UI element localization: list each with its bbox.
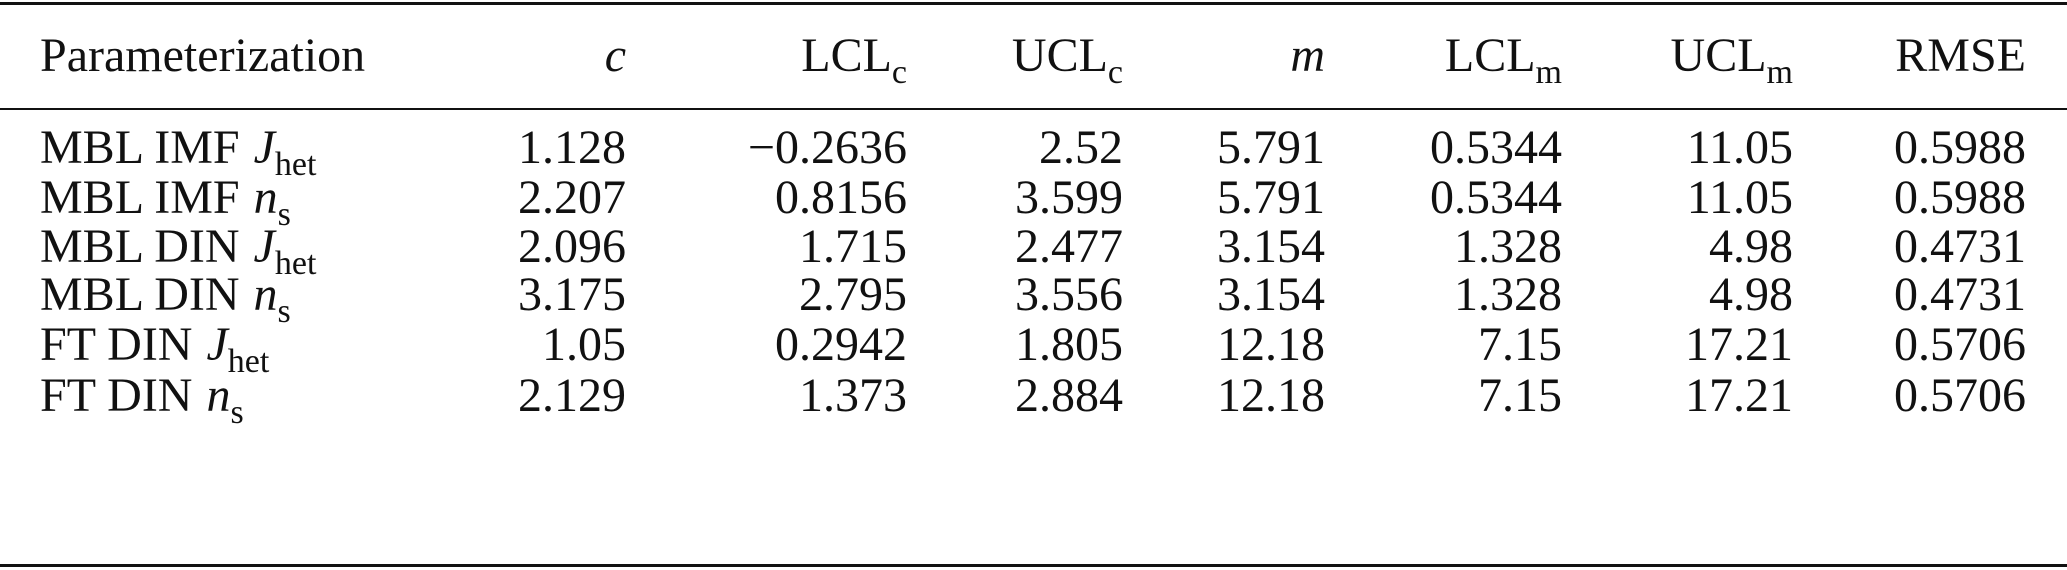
header-cell: UCLm [1670,29,1793,90]
value-cell: 2.52 [1039,121,1123,174]
header-text: LCL [1444,29,1536,82]
header-cell: m [1290,32,1325,80]
row-label-sub: s [277,196,291,233]
value-cell: 0.5344 [1430,171,1562,224]
row-label-sub: s [277,293,291,330]
value-cell: 3.175 [518,268,626,321]
row-label-text: MBL IMF [40,171,240,224]
value-cell: 3.556 [1015,268,1123,321]
value-cell: 1.328 [1454,268,1562,321]
header-sub: m [1535,54,1562,91]
value-cell: 1.05 [542,318,626,371]
row-label: MBL IMF Jhet [40,121,316,182]
value-cell: 3.154 [1217,268,1325,321]
value-cell: 0.5988 [1894,121,2026,174]
row-label-text: FT DIN [40,369,193,422]
value-cell: 12.18 [1217,369,1325,422]
row-label-var: J [253,220,275,273]
row-label-text: MBL IMF [40,121,240,174]
row-label-sub: het [227,343,270,380]
mid-rule [0,108,2067,110]
value-cell: 1.373 [799,369,907,422]
header-text: UCL [1670,29,1767,82]
row-label-var: n [253,268,278,321]
bottom-rule [0,564,2067,567]
value-cell: 1.128 [518,121,626,174]
value-cell: 4.98 [1709,220,1793,273]
header-var: c [604,29,626,82]
row-label-sub: s [230,394,244,431]
value-cell: 0.8156 [775,171,907,224]
header-cell: UCLc [1011,29,1123,90]
value-cell: 0.5706 [1894,318,2026,371]
row-label: FT DIN Jhet [40,318,269,379]
value-cell: 2.129 [518,369,626,422]
value-cell: 2.207 [518,171,626,224]
value-cell: 5.791 [1217,121,1325,174]
row-label: MBL DIN ns [40,268,291,329]
value-cell: 1.805 [1015,318,1123,371]
value-cell: 17.21 [1685,318,1793,371]
value-cell: 7.15 [1478,369,1562,422]
value-cell: 1.715 [799,220,907,273]
row-label-text: FT DIN [40,318,193,371]
header-cell: LCLc [801,29,907,90]
value-cell: 2.795 [799,268,907,321]
value-cell: 1.328 [1454,220,1562,273]
header-text: LCL [801,29,892,82]
row-label-text: MBL DIN [40,268,240,321]
row-label-sub: het [274,146,317,183]
header-var: m [1290,29,1325,82]
header-cell: RMSE [1895,32,2026,80]
header-sub: c [891,54,907,91]
header-cell: Parameterization [40,32,365,80]
row-label: FT DIN ns [40,369,244,430]
value-cell: 0.4731 [1894,220,2026,273]
value-cell: 0.5988 [1894,171,2026,224]
value-cell: 0.5706 [1894,369,2026,422]
value-cell: −0.2636 [747,121,907,174]
top-rule [0,2,2067,5]
value-cell: 3.599 [1015,171,1123,224]
value-cell: 7.15 [1478,318,1562,371]
header-text: RMSE [1895,29,2026,82]
row-label-sub: het [274,245,317,282]
header-text: UCL [1011,29,1108,82]
header-cell: LCLm [1444,29,1562,90]
row-label-var: J [253,121,275,174]
header-sub: m [1766,54,1793,91]
row-label: MBL DIN Jhet [40,220,316,281]
value-cell: 5.791 [1217,171,1325,224]
value-cell: 0.2942 [775,318,907,371]
header-sub: c [1107,54,1123,91]
row-label-var: J [206,318,228,371]
value-cell: 11.05 [1686,171,1793,224]
value-cell: 0.4731 [1894,268,2026,321]
row-label: MBL IMF ns [40,171,291,232]
value-cell: 2.096 [518,220,626,273]
header-text: Parameterization [40,29,366,82]
value-cell: 2.884 [1015,369,1123,422]
value-cell: 3.154 [1217,220,1325,273]
value-cell: 11.05 [1686,121,1793,174]
value-cell: 17.21 [1685,369,1793,422]
row-label-text: MBL DIN [40,220,240,273]
value-cell: 12.18 [1217,318,1325,371]
row-label-var: n [206,369,231,422]
value-cell: 4.98 [1709,268,1793,321]
row-label-var: n [253,171,278,224]
header-cell: c [605,32,626,80]
value-cell: 2.477 [1015,220,1123,273]
value-cell: 0.5344 [1430,121,1562,174]
